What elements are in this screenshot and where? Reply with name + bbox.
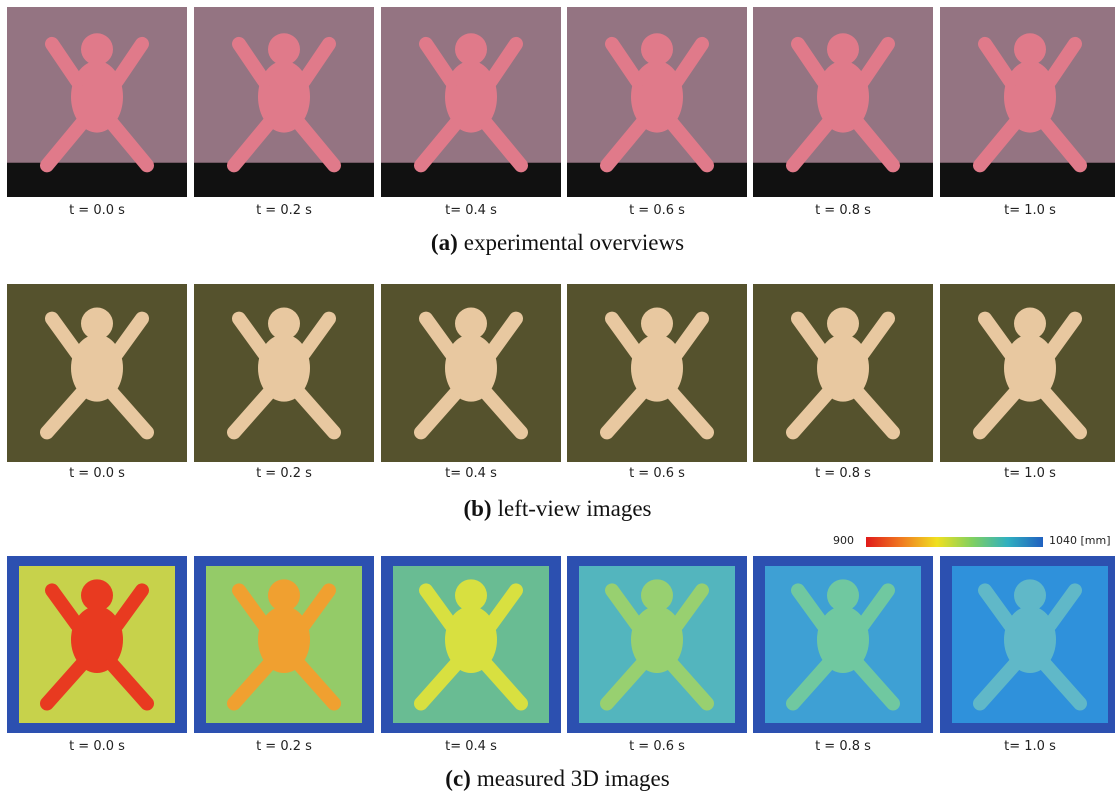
frame-label: t= 0.4 s bbox=[381, 739, 561, 754]
caption-text: left-view images bbox=[498, 496, 652, 521]
floor bbox=[753, 163, 933, 197]
frame-image bbox=[940, 556, 1115, 733]
floor bbox=[381, 163, 561, 197]
frame-label: t = 0.6 s bbox=[567, 466, 747, 481]
frame-image bbox=[7, 556, 187, 733]
toy-head bbox=[641, 308, 673, 340]
caption-label: (a) bbox=[431, 230, 458, 255]
toy-head bbox=[455, 33, 487, 65]
frame-image bbox=[7, 7, 187, 197]
toy-head bbox=[1014, 308, 1046, 340]
frame-image bbox=[753, 556, 933, 733]
figure: 900 1040 [mm] t = 0.0 s t = 0.2 s t= 0.4 s… bbox=[0, 0, 1115, 797]
toy-head bbox=[455, 308, 487, 340]
toy-head bbox=[268, 33, 300, 65]
frame-image bbox=[940, 7, 1115, 197]
caption-label: (c) bbox=[445, 766, 471, 791]
toy-head bbox=[455, 579, 487, 611]
frame-image bbox=[567, 7, 747, 197]
frame-label: t= 1.0 s bbox=[940, 466, 1115, 481]
frame-image bbox=[381, 556, 561, 733]
frame-label: t= 0.4 s bbox=[381, 466, 561, 481]
frame-label: t = 0.8 s bbox=[753, 203, 933, 218]
frame-label: t= 1.0 s bbox=[940, 203, 1115, 218]
frame-label: t = 0.6 s bbox=[567, 203, 747, 218]
frame-image bbox=[381, 284, 561, 462]
frame-image bbox=[194, 284, 374, 462]
frame-label: t = 0.0 s bbox=[7, 739, 187, 754]
frame-label: t = 0.2 s bbox=[194, 466, 374, 481]
toy-head bbox=[1014, 33, 1046, 65]
frame-label: t = 0.2 s bbox=[194, 203, 374, 218]
frame-image bbox=[194, 556, 374, 733]
frame-image bbox=[381, 7, 561, 197]
toy-head bbox=[81, 33, 113, 65]
frame-image bbox=[194, 7, 374, 197]
frame-label: t = 0.0 s bbox=[7, 203, 187, 218]
caption-label: (b) bbox=[463, 496, 491, 521]
caption: (c)measured 3D images bbox=[0, 766, 1115, 792]
frame-label: t = 0.0 s bbox=[7, 466, 187, 481]
toy-head bbox=[827, 33, 859, 65]
toy-head bbox=[268, 579, 300, 611]
frame-label: t = 0.8 s bbox=[753, 739, 933, 754]
floor bbox=[567, 163, 747, 197]
colorbar bbox=[866, 537, 1043, 547]
frame-image bbox=[753, 284, 933, 462]
toy-head bbox=[641, 579, 673, 611]
frame-label: t= 1.0 s bbox=[940, 739, 1115, 754]
toy-head bbox=[641, 33, 673, 65]
caption-text: experimental overviews bbox=[464, 230, 684, 255]
frame-label: t = 0.8 s bbox=[753, 466, 933, 481]
colorbar-max: 1040 [mm] bbox=[1049, 534, 1111, 547]
toy-head bbox=[268, 308, 300, 340]
caption: (a)experimental overviews bbox=[0, 230, 1115, 256]
colorbar-min: 900 bbox=[833, 534, 854, 547]
frame-image bbox=[567, 556, 747, 733]
caption-text: measured 3D images bbox=[477, 766, 670, 791]
toy-head bbox=[827, 579, 859, 611]
toy-head bbox=[81, 579, 113, 611]
frame-image bbox=[753, 7, 933, 197]
caption: (b) left-view images bbox=[0, 496, 1115, 522]
frame-image bbox=[567, 284, 747, 462]
frame-label: t = 0.2 s bbox=[194, 739, 374, 754]
toy-head bbox=[81, 308, 113, 340]
toy-head bbox=[1014, 579, 1046, 611]
floor bbox=[7, 163, 187, 197]
frame-label: t= 0.4 s bbox=[381, 203, 561, 218]
floor bbox=[940, 163, 1115, 197]
frame-image bbox=[940, 284, 1115, 462]
floor bbox=[194, 163, 374, 197]
frame-label: t = 0.6 s bbox=[567, 739, 747, 754]
toy-head bbox=[827, 308, 859, 340]
frame-image bbox=[7, 284, 187, 462]
